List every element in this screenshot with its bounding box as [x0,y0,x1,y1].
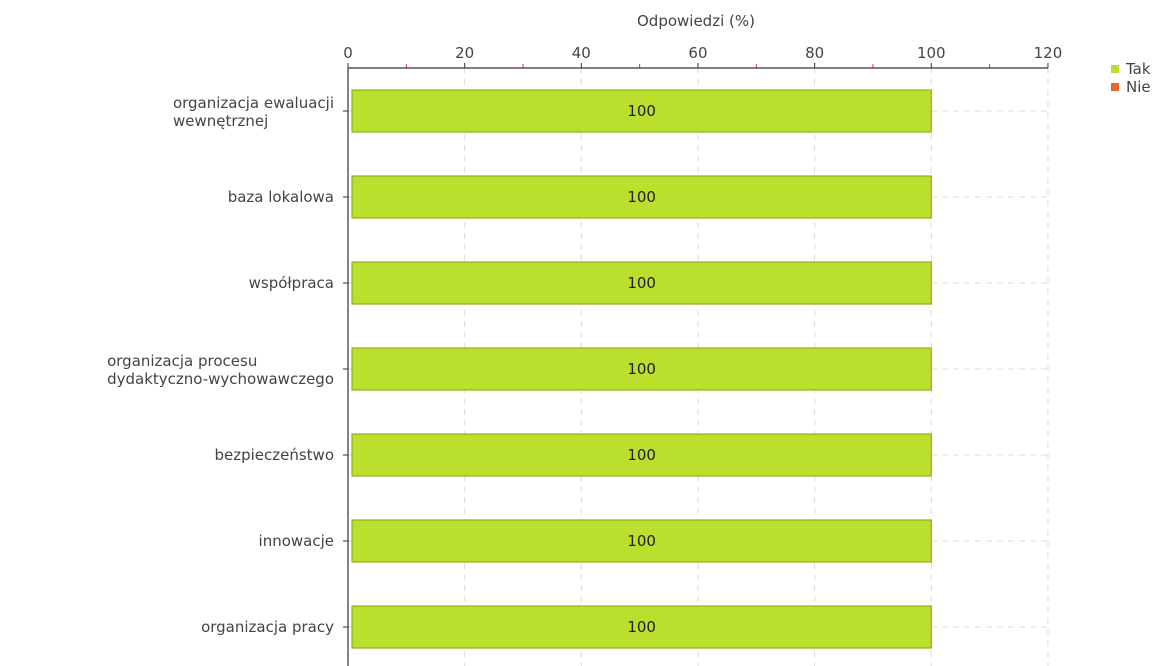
tick-label: 100 [917,44,946,62]
bars: 100 100 100 100 100 100 100 [351,89,932,649]
data-label: 100 [627,532,656,550]
category-label: wewnętrznej [173,112,268,130]
legend-swatch-tak [1111,65,1119,73]
tick-label: 120 [1034,44,1063,62]
x-axis: 0 20 40 60 80 100 120 [343,44,1063,69]
data-label: 100 [627,188,656,206]
category-label: bezpieczeństwo [214,446,334,464]
bar-tak [351,89,932,133]
category-label: innowacje [259,532,334,550]
bar-tak [351,175,932,219]
data-label: 100 [627,274,656,292]
bar-tak [351,347,932,391]
category-label: baza lokalowa [228,188,334,206]
data-label: 100 [627,102,656,120]
category-label: dydaktyczno-wychowawczego [107,370,334,388]
data-label: 100 [627,446,656,464]
tick-label: 0 [343,44,353,62]
legend-swatch-nie [1111,83,1119,91]
bar-tak [351,605,932,649]
bar-tak [351,261,932,305]
category-label: organizacja procesu [107,352,257,370]
tick-label: 60 [688,44,707,62]
x-axis-title: Odpowiedzi (%) [637,12,755,30]
legend-label-tak: Tak [1125,60,1151,78]
category-label: organizacja ewaluacji [173,94,334,112]
category-label: organizacja pracy [201,618,334,636]
bar-tak [351,519,932,563]
tick-label: 20 [455,44,474,62]
legend-label-nie: Nie [1126,78,1151,96]
tick-label: 80 [805,44,824,62]
tick-label: 40 [572,44,591,62]
bar-tak [351,433,932,477]
data-label: 100 [627,618,656,636]
category-label: współpraca [249,274,334,292]
data-label: 100 [627,360,656,378]
